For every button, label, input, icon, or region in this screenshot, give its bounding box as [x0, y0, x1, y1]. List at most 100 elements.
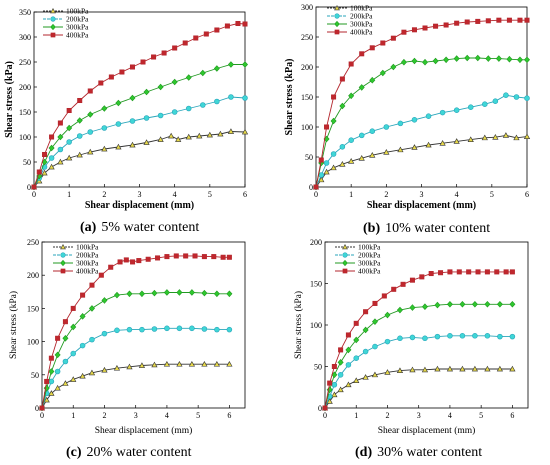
data-point: [206, 131, 213, 138]
series-line: [324, 368, 513, 409]
panel-caption: (b) 10% water content: [363, 221, 490, 236]
data-point: [348, 137, 354, 143]
data-point: [164, 325, 170, 332]
data-point: [371, 371, 379, 378]
data-point: [339, 76, 345, 82]
legend-marker: [334, 13, 340, 19]
caption-text: 5% water content: [101, 220, 199, 235]
data-point: [396, 306, 403, 314]
data-point: [428, 271, 434, 277]
legend-marker: [50, 23, 56, 31]
data-point: [203, 31, 209, 37]
data-point: [189, 325, 195, 332]
panel-caption: (c) 20% water content: [66, 445, 192, 460]
data-point: [126, 290, 133, 298]
data-point: [226, 360, 233, 367]
data-point: [227, 128, 235, 134]
legend-label: 400kPa: [358, 267, 381, 276]
data-point: [453, 107, 460, 113]
data-point: [371, 318, 378, 325]
series-200kPa: [313, 92, 530, 190]
data-point: [326, 398, 333, 404]
data-point: [129, 64, 135, 70]
data-point: [62, 319, 68, 325]
data-point: [41, 169, 48, 176]
data-point: [369, 128, 376, 134]
y-axis-label: Shear stress (kPa): [8, 291, 19, 359]
series-line: [33, 64, 245, 188]
x-axis-label: Shear displacement (mm): [85, 200, 194, 211]
data-point: [400, 58, 407, 66]
data-point: [369, 76, 376, 84]
data-point: [516, 56, 523, 64]
caption-letter: (a): [80, 220, 97, 235]
series-200kPa: [322, 333, 516, 411]
x-tick-label: 5: [490, 190, 494, 199]
data-point: [425, 113, 432, 119]
data-point: [201, 326, 208, 332]
chart-panel-1: 0 1 2 3 4 5 6 0 50 100 150 200 250 300 350 Shear displa…: [4, 7, 249, 235]
data-point: [101, 125, 108, 131]
y-axis-label: Shear stress (kPa): [4, 61, 15, 138]
data-point: [459, 300, 466, 308]
x-tick-label: 4: [448, 411, 452, 420]
series-line: [315, 94, 528, 188]
data-point: [139, 326, 145, 333]
data-point: [171, 109, 178, 115]
data-point: [439, 139, 446, 146]
data-point: [362, 326, 369, 334]
legend-label: 200kPa: [350, 12, 373, 21]
data-point: [176, 289, 183, 296]
data-point: [434, 333, 441, 340]
data-point: [496, 300, 503, 308]
x-tick-label: 1: [349, 190, 353, 199]
data-point: [48, 155, 55, 161]
data-point: [101, 330, 108, 337]
data-point: [358, 84, 365, 91]
x-tick-label: 5: [208, 190, 212, 199]
data-point: [359, 51, 365, 57]
data-point: [43, 384, 50, 392]
data-point: [339, 160, 346, 167]
data-point: [199, 69, 206, 77]
data-point: [80, 292, 86, 298]
series-100kPa: [321, 365, 516, 411]
data-point: [484, 365, 491, 372]
data-point: [472, 333, 478, 339]
data-point: [42, 151, 48, 158]
data-point: [140, 59, 146, 65]
y-tick-label: 200: [19, 83, 31, 92]
series-400kPa: [313, 17, 530, 190]
legend-marker: [334, 4, 340, 11]
data-point: [57, 146, 64, 153]
data-point: [439, 109, 446, 116]
y-tick-label: 200: [310, 238, 322, 247]
data-point: [193, 35, 199, 41]
data-point: [98, 272, 104, 278]
data-point: [409, 277, 415, 283]
series-line: [324, 271, 513, 409]
data-point: [151, 289, 158, 297]
chart-panel-3: 0 1 2 3 4 5 6 0 50 100 150 200 250 Shear displacement…: [8, 238, 246, 460]
legend-label: 200kPa: [66, 15, 89, 24]
data-point: [136, 258, 142, 264]
data-point: [446, 300, 453, 308]
data-point: [369, 45, 375, 51]
x-tick-label: 0: [32, 190, 36, 199]
data-point: [348, 92, 355, 100]
data-point: [138, 362, 146, 368]
y-tick-label: 0: [35, 404, 39, 413]
data-point: [54, 384, 61, 391]
data-point: [379, 69, 386, 77]
y-tick-label: 100: [27, 338, 39, 347]
x-tick-label: 5: [479, 411, 483, 420]
data-point: [496, 365, 504, 372]
data-point: [362, 374, 369, 380]
data-point: [151, 54, 157, 60]
data-point: [44, 378, 50, 384]
data-point: [89, 336, 95, 343]
series-line: [33, 23, 246, 188]
data-point: [313, 184, 319, 190]
series-100kPa: [38, 360, 233, 411]
